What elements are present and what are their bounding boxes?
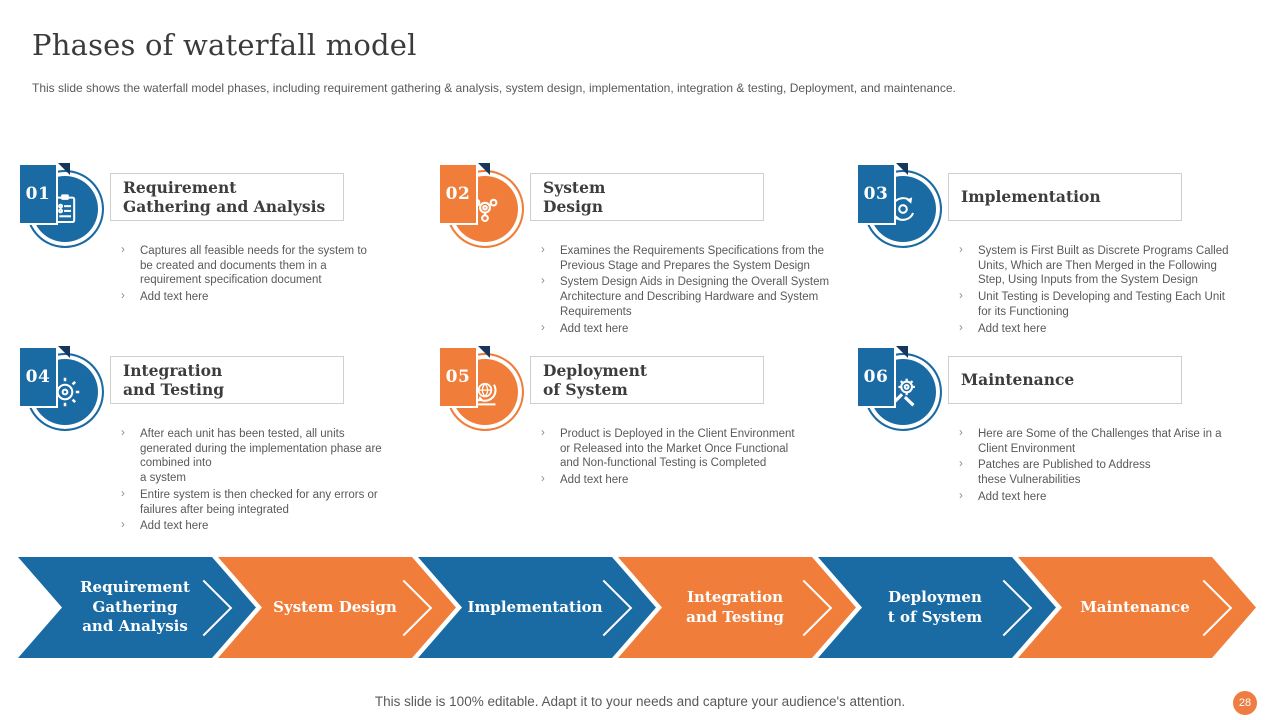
flow-chevron-label: Deploymen t of System xyxy=(887,588,983,626)
flow-chevron-1: Requirement Gathering and Analysis xyxy=(18,557,256,658)
phase-title: Requirement Gathering and Analysis xyxy=(110,173,344,221)
chevron-outline-icon xyxy=(1175,579,1233,636)
bullet-item: Add text here xyxy=(956,321,1268,337)
phase-card-3: 03 Implementation System is First Built … xyxy=(858,163,1278,343)
phase-card-2: 02 System Design Examines the Requiremen… xyxy=(440,163,860,343)
slide-title: Phases of waterfall model xyxy=(32,28,417,62)
bullet-item: Add text here xyxy=(956,489,1268,505)
phase-number: 03 xyxy=(858,165,896,225)
phase-card-6: 06 Maintenance Here are Some of the Chal… xyxy=(858,346,1278,526)
phase-card-5: 05 Deployment of System Product is Deplo… xyxy=(440,346,860,526)
chevron-outline-icon xyxy=(375,579,433,636)
phase-bullets: After each unit has been tested, all uni… xyxy=(118,426,430,536)
phase-number: 06 xyxy=(858,348,896,408)
bullet-item: Entire system is then checked for any er… xyxy=(118,487,430,517)
page-number-badge: 28 xyxy=(1233,691,1257,715)
footer-note: This slide is 100% editable. Adapt it to… xyxy=(374,694,906,709)
phase-bullets: Product is Deployed in the Client Enviro… xyxy=(538,426,850,490)
phase-title: System Design xyxy=(530,173,764,221)
bullet-item: Examines the Requirements Specifications… xyxy=(538,243,850,273)
chevron-outline-icon xyxy=(575,579,633,636)
phase-bullets: Captures all feasible needs for the syst… xyxy=(118,243,430,307)
phase-bullets: System is First Built as Discrete Progra… xyxy=(956,243,1268,338)
bullet-item: System Design Aids in Designing the Over… xyxy=(538,274,850,319)
flow-chevron-label: Implementation xyxy=(467,597,603,616)
process-flow-ribbon: Requirement Gathering and Analysis Syste… xyxy=(0,557,1280,658)
slide-subtitle: This slide shows the waterfall model pha… xyxy=(32,81,956,95)
phase-number: 01 xyxy=(20,165,58,225)
clipboard-icon xyxy=(54,194,76,224)
phase-icon-cluster: 03 xyxy=(858,163,950,255)
phase-title: Maintenance xyxy=(948,356,1182,404)
phase-number: 05 xyxy=(440,348,478,408)
flow-chevron-label: Integration and Testing xyxy=(686,588,784,626)
phase-bullets: Here are Some of the Challenges that Ari… xyxy=(956,426,1268,507)
bullet-item: Here are Some of the Challenges that Ari… xyxy=(956,426,1268,456)
phase-card-4: 04 Integration and Testing After each un… xyxy=(20,346,440,533)
phase-number: 04 xyxy=(20,348,58,408)
phase-icon-cluster: 04 xyxy=(20,346,112,438)
number-flag xyxy=(58,163,70,175)
bullet-item: Add text here xyxy=(538,321,850,337)
chevron-outline-icon xyxy=(775,579,833,636)
number-flag xyxy=(896,163,908,175)
phase-icon-cluster: 02 xyxy=(440,163,532,255)
phase-title: Integration and Testing xyxy=(110,356,344,404)
flow-chevron-label: System Design xyxy=(273,597,397,616)
bullet-item: Add text here xyxy=(118,289,430,305)
phase-card-1: 01 Requirement Gathering and Analysis Ca… xyxy=(20,163,440,343)
bullet-item: After each unit has been tested, all uni… xyxy=(118,426,430,486)
number-flag xyxy=(478,163,490,175)
phase-icon-cluster: 05 xyxy=(440,346,532,438)
number-flag xyxy=(896,346,908,358)
phase-title: Deployment of System xyxy=(530,356,764,404)
phase-bullets: Examines the Requirements Specifications… xyxy=(538,243,850,338)
bullet-item: Unit Testing is Developing and Testing E… xyxy=(956,289,1268,319)
phase-number: 02 xyxy=(440,165,478,225)
bullet-item: Captures all feasible needs for the syst… xyxy=(118,243,430,288)
bullet-item: System is First Built as Discrete Progra… xyxy=(956,243,1268,288)
deployment-icon xyxy=(475,382,497,406)
flow-chevron-3: Implementation xyxy=(418,557,656,658)
phase-title: Implementation xyxy=(948,173,1182,221)
sync-arrows-icon xyxy=(891,197,915,221)
flow-chevron-label: Maintenance xyxy=(1080,597,1190,616)
phase-icon-cluster: 01 xyxy=(20,163,112,255)
bullet-item: Add text here xyxy=(118,518,430,534)
number-flag xyxy=(58,346,70,358)
bullet-item: Add text here xyxy=(538,472,850,488)
flow-chevron-label: Requirement Gathering and Analysis xyxy=(80,578,190,636)
number-flag xyxy=(478,346,490,358)
chevron-outline-icon xyxy=(975,579,1033,636)
bullet-item: Product is Deployed in the Client Enviro… xyxy=(538,426,850,471)
bullet-item: Patches are Published to Address these V… xyxy=(956,457,1268,487)
phase-icon-cluster: 06 xyxy=(858,346,950,438)
